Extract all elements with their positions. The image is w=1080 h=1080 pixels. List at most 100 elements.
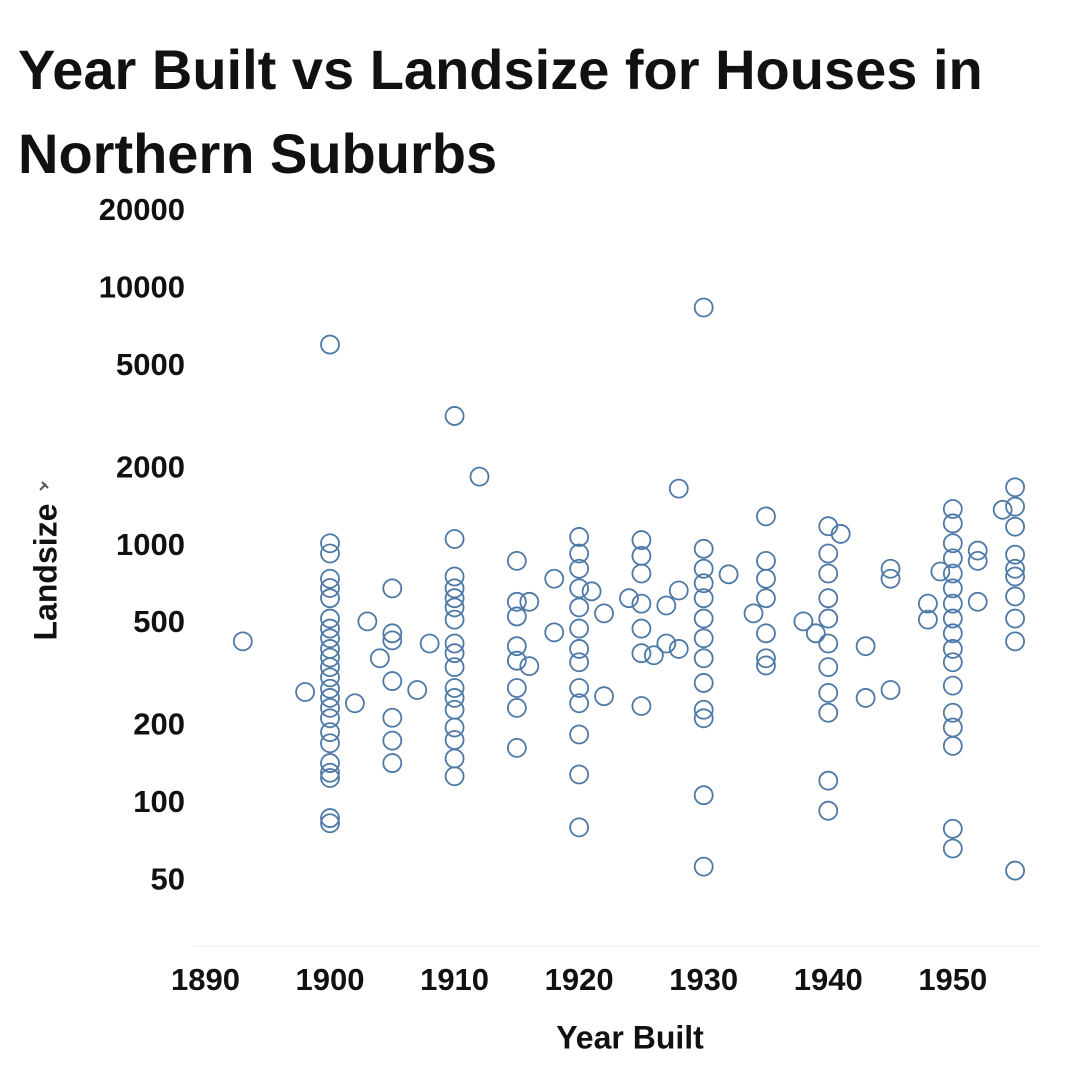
point [693,699,714,720]
point [320,753,340,773]
chart-title: Year Built vs Landsize for Houses in Nor… [18,38,983,185]
point [320,647,340,668]
point [544,622,565,643]
y-tick-label: 500 [133,604,185,639]
point [693,673,714,693]
point [930,561,951,582]
point [1005,496,1025,517]
point [569,543,590,564]
point [444,748,465,769]
point [668,478,689,499]
point [693,538,714,559]
point [419,633,440,654]
point [1005,558,1025,579]
point [320,708,340,729]
point [594,686,614,707]
point [569,558,590,579]
point [631,643,652,664]
point [942,563,963,584]
point [942,623,963,644]
point [818,563,839,584]
point [992,499,1013,520]
point [942,513,963,534]
point [444,609,465,630]
point [569,693,590,714]
point [506,678,527,698]
x-tick-label: 1940 [794,962,863,997]
point [320,608,340,629]
y-tick-label: 1000 [116,527,185,562]
point [444,529,465,549]
point [942,702,963,723]
point [444,597,465,618]
x-tick-label: 1890 [171,962,240,997]
point [320,334,340,355]
point [320,618,340,639]
point [818,608,839,629]
point [631,563,652,584]
point [818,633,839,654]
point [818,657,839,677]
point [320,762,340,783]
point [444,688,465,708]
point [506,606,527,627]
point [320,543,340,564]
point [1005,860,1025,881]
point [756,588,776,609]
point [756,550,776,571]
point [444,566,465,587]
point [967,540,988,561]
point [320,657,340,677]
y-tick-label: 200 [133,707,185,742]
point [942,639,963,659]
y-tick-label: 10000 [99,270,185,305]
point [743,603,764,624]
point [232,631,253,652]
point [693,648,714,669]
point [756,655,776,676]
point [1005,544,1025,565]
point [693,708,714,729]
point [693,573,714,594]
point [1005,631,1025,652]
point [942,735,963,756]
point [569,618,590,639]
y-tick-label: 50 [151,861,185,896]
point [581,581,602,602]
point [818,702,839,723]
point [967,550,988,571]
y-tick-label: 2000 [116,449,185,484]
point [569,639,590,659]
point [693,628,714,649]
point [818,800,839,821]
point [942,818,963,839]
point [444,406,465,426]
point [917,609,938,630]
point [631,618,652,639]
point [320,688,340,708]
x-tick-label: 1910 [420,962,489,997]
point [382,630,403,651]
point [506,550,527,571]
point [569,817,590,838]
point [756,506,776,527]
point [942,675,963,696]
point [444,678,465,698]
point [643,645,664,666]
point [756,648,776,669]
y-tick-label: 100 [133,784,185,819]
point [569,652,590,673]
point [656,633,677,654]
point [469,466,490,487]
point [320,722,340,742]
point [880,680,901,700]
point [693,558,714,579]
point [880,558,901,579]
point [320,578,340,598]
point [569,764,590,785]
point [594,603,614,624]
point [631,696,652,716]
point [818,588,839,609]
